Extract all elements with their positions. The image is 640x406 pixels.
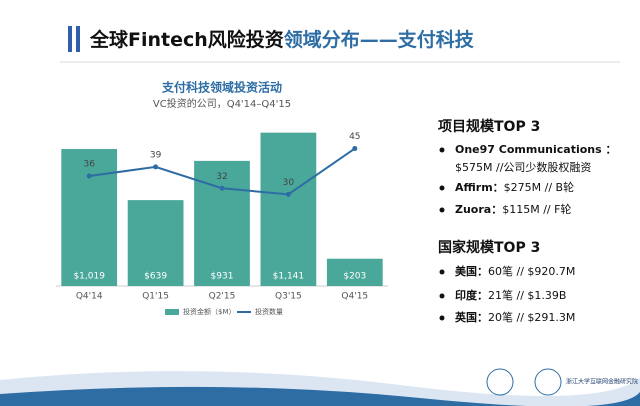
item: 美国：60笔 // $920.7M: [455, 264, 575, 278]
item-detail: $115M // F轮: [502, 202, 571, 216]
value-label: $1,019: [73, 272, 105, 282]
title-accent: 领域分布——支付科技: [284, 28, 475, 51]
item-detail: $275M // B轮: [504, 180, 574, 194]
point-label: 45: [349, 132, 360, 142]
value-label: $1,141: [273, 272, 305, 282]
bar: [127, 200, 184, 286]
line-point: [219, 185, 225, 191]
legend-label: 投资数量: [255, 307, 283, 316]
bar: [326, 258, 383, 286]
item-detail: 21笔 // $1.39B: [488, 288, 566, 302]
value-label: $203: [343, 272, 366, 282]
point-label: 39: [150, 150, 162, 160]
item: 英国：20笔 // $291.3M: [454, 310, 575, 324]
chart-title: 支付科技领域投资活动: [161, 80, 282, 95]
chart-subtitle: VC投资的公司，Q4'14–Q4'15: [153, 97, 291, 110]
point-label: 36: [83, 160, 95, 170]
bar: [61, 149, 118, 286]
item: Zuora：$115M // F轮: [455, 202, 571, 216]
line-point: [86, 173, 92, 179]
legend-swatch: [165, 309, 179, 315]
line-point: [285, 191, 291, 197]
bullet: [439, 147, 445, 153]
x-tick-label: Q4'14: [76, 292, 103, 302]
title-bar: [76, 26, 80, 52]
item-detail: 60笔 // $920.7M: [488, 264, 575, 278]
x-tick-label: Q1'15: [142, 292, 169, 302]
logo: [534, 368, 562, 396]
bullet: [439, 269, 445, 275]
bar: [260, 132, 317, 286]
item-name: One97 Communications ：: [455, 143, 617, 156]
item: 印度：21笔 // $1.39B: [455, 288, 566, 302]
bottom-wave: [0, 386, 640, 406]
value-label: $931: [211, 272, 234, 282]
footer-org: 浙江大学互联网金融研究院: [566, 378, 638, 386]
slide-title: 全球Fintech风险投资领域分布——支付科技: [89, 28, 475, 51]
bullet: [439, 293, 445, 299]
item-name: Zuora：: [455, 203, 502, 216]
x-tick-label: Q4'15: [341, 292, 368, 302]
item-name: 美国：: [455, 264, 488, 278]
line-point: [153, 164, 159, 170]
bullet: [439, 207, 445, 213]
title-bar: [68, 26, 72, 52]
section-heading: 项目规模TOP 3: [438, 118, 540, 135]
section-heading: 国家规模TOP 3: [438, 239, 540, 256]
item-name: 英国：: [454, 310, 488, 324]
item: Affirm：$275M // B轮: [455, 180, 574, 194]
point-label: 30: [283, 178, 295, 188]
logo: [486, 368, 514, 396]
text-panel: 项目规模TOP 3 One97 Communications ： $575M //公…: [438, 118, 617, 324]
chart: Q4'14 Q1'15 Q2'15 Q3'15 Q4'15 $1,019 $639 $931 $…: [56, 132, 388, 316]
item-detail: $575M //公司少数股权融资: [455, 161, 591, 174]
item-name: Affirm：: [455, 181, 504, 194]
item-detail: 20笔 // $291.3M: [488, 310, 575, 324]
item-name: 印度：: [455, 288, 488, 302]
point-label: 32: [216, 172, 227, 182]
bullet: [439, 315, 445, 321]
value-label: $639: [144, 272, 167, 282]
line-point: [352, 146, 358, 152]
legend-label: 投资金额（$M）: [183, 307, 236, 316]
x-tick-label: Q2'15: [209, 292, 236, 302]
bullet: [439, 185, 445, 191]
title-lead: 全球Fintech风险投资: [89, 28, 284, 51]
x-tick-label: Q3'15: [275, 292, 302, 302]
